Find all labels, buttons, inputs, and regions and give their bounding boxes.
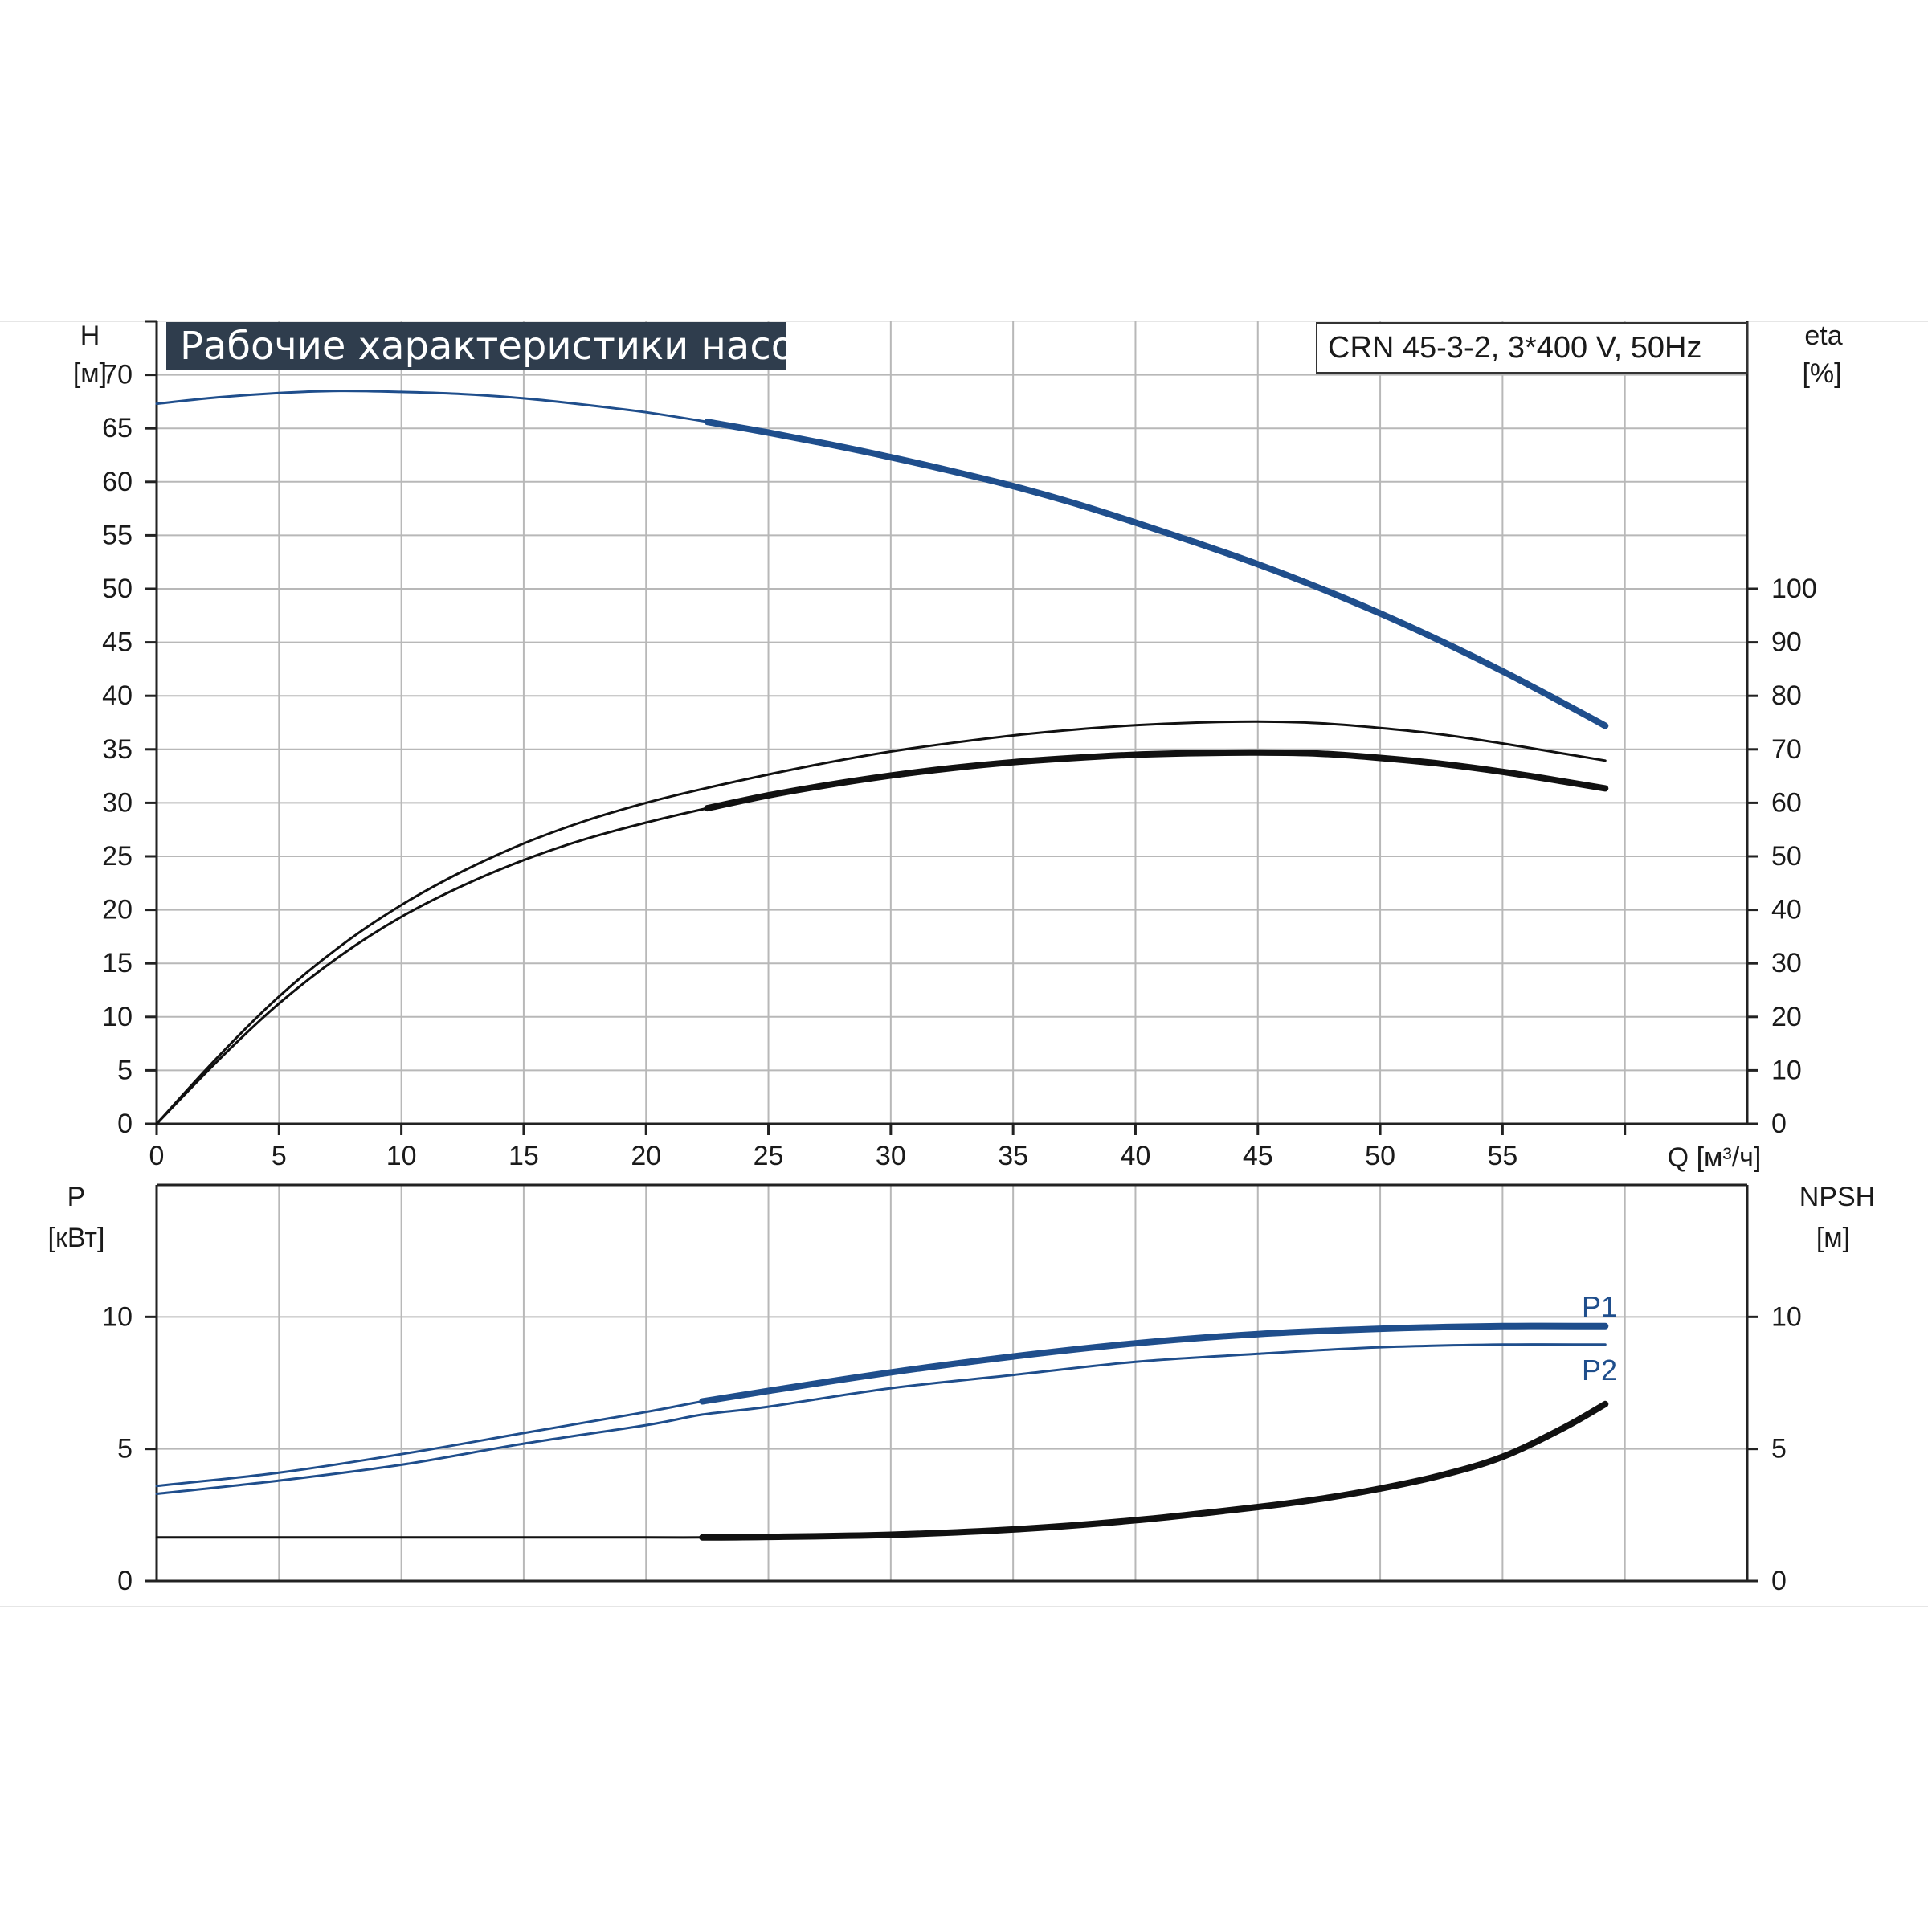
p1-curve xyxy=(155,1325,1607,1488)
h-tick-label: 30 xyxy=(102,787,133,818)
h-tick-label: 15 xyxy=(102,948,133,978)
model-label: CRN 45-3-2, 3*400 V, 50Hz xyxy=(1328,331,1701,365)
h-axis-label: H xyxy=(80,321,100,351)
top-panel-frame xyxy=(155,321,1749,1125)
q-tick-label: 55 xyxy=(1487,1141,1517,1171)
bottom-panel-grid xyxy=(157,1185,1747,1581)
p-tick-label: 5 xyxy=(117,1434,133,1464)
h-curve xyxy=(155,390,1607,727)
h-curve-operating xyxy=(704,419,1609,729)
eta-axis-unit: [%] xyxy=(1802,358,1841,389)
h-axis-unit: [м] xyxy=(73,358,107,389)
curves xyxy=(155,390,1609,1541)
h-tick-label: 10 xyxy=(102,1002,133,1032)
top-panel-grid xyxy=(157,321,1747,1124)
npsh-tick-label: 10 xyxy=(1771,1301,1802,1332)
h-tick-label: 65 xyxy=(102,413,133,443)
h-tick-label: 45 xyxy=(102,627,133,658)
h-tick-label: 35 xyxy=(102,734,133,765)
eta-tick-label: 60 xyxy=(1771,787,1802,818)
h-tick-label: 50 xyxy=(102,574,133,604)
chart-title: Рабочие характеристики насоса xyxy=(180,324,839,369)
bottom-panel-ticks: 0 5 10 0 5 10 xyxy=(102,1301,1802,1596)
npsh-tick-label: 5 xyxy=(1771,1434,1787,1464)
p-axis-label: P xyxy=(67,1182,86,1212)
eta_lower-curve-operating xyxy=(704,749,1609,812)
eta-tick-label: 20 xyxy=(1771,1002,1802,1032)
eta-tick-label: 70 xyxy=(1771,734,1802,765)
eta-tick-label: 10 xyxy=(1771,1055,1802,1085)
npsh-tick-label: 0 xyxy=(1771,1566,1787,1596)
eta-tick-label: 100 xyxy=(1771,574,1817,604)
q-tick-label: 20 xyxy=(631,1141,661,1171)
p-axis-unit: [кВт] xyxy=(48,1223,105,1253)
q-tick-label: 30 xyxy=(876,1141,906,1171)
q-axis-label: Q [м³/ч] xyxy=(1668,1142,1762,1173)
eta-tick-label: 40 xyxy=(1771,895,1802,925)
q-tick-label: 15 xyxy=(509,1141,539,1171)
eta_lower-curve xyxy=(155,751,1607,1125)
p2-curve xyxy=(155,1343,1607,1495)
p1-curve-operating xyxy=(699,1322,1609,1405)
q-tick-label: 35 xyxy=(998,1141,1028,1171)
q-tick-label: 25 xyxy=(754,1141,784,1171)
p-tick-label: 0 xyxy=(117,1566,133,1596)
p2-series-label: P2 xyxy=(1582,1354,1617,1387)
eta-tick-label: 50 xyxy=(1771,841,1802,872)
q-tick-label: 10 xyxy=(386,1141,417,1171)
h-tick-label: 40 xyxy=(102,680,133,711)
p1-series-label: P1 xyxy=(1582,1290,1617,1323)
bottom-panel-frame xyxy=(155,1183,1749,1583)
h-tick-label: 20 xyxy=(102,895,133,925)
eta-tick-label: 90 xyxy=(1771,627,1802,658)
npsh-curve-operating xyxy=(699,1400,1609,1541)
h-tick-label: 70 xyxy=(102,360,133,390)
eta-axis-label: eta xyxy=(1804,321,1842,351)
h-tick-label: 5 xyxy=(117,1055,133,1085)
eta-tick-label: 30 xyxy=(1771,948,1802,978)
title-box xyxy=(166,322,786,370)
eta-tick-label: 0 xyxy=(1771,1109,1787,1139)
p-tick-label: 10 xyxy=(102,1301,133,1332)
q-tick-label: 0 xyxy=(149,1141,165,1171)
q-tick-label: 50 xyxy=(1365,1141,1395,1171)
model-box xyxy=(1316,322,1748,374)
h-tick-label: 25 xyxy=(102,841,133,872)
npsh-axis-unit: [м] xyxy=(1816,1223,1850,1253)
q-tick-label: 40 xyxy=(1121,1141,1151,1171)
h-tick-label: 55 xyxy=(102,520,133,550)
eta-tick-label: 80 xyxy=(1771,680,1802,711)
npsh-axis-label: NPSH xyxy=(1799,1182,1875,1212)
npsh-curve xyxy=(155,1403,1607,1539)
h-tick-label: 0 xyxy=(117,1109,133,1139)
eta_upper-curve xyxy=(155,720,1607,1125)
q-tick-label: 5 xyxy=(272,1141,287,1171)
h-tick-label: 60 xyxy=(102,467,133,497)
q-tick-label: 45 xyxy=(1243,1141,1273,1171)
top-panel-ticks: 0510152025303540455055606570010203040506… xyxy=(102,320,1817,1171)
